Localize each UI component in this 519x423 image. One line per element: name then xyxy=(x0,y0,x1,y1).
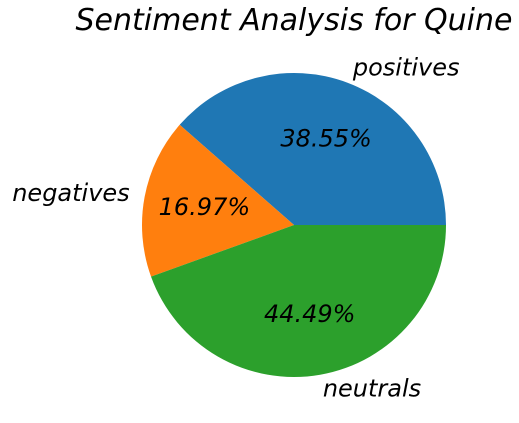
pie-label-positives: positives xyxy=(352,54,460,82)
pie-slice-positives xyxy=(179,72,447,225)
pie-pct-negatives: 16.97% xyxy=(159,193,251,221)
pie-pct-positives: 38.55% xyxy=(280,125,372,153)
pie-slice-neutrals xyxy=(151,225,446,378)
pie-label-neutrals: neutrals xyxy=(323,375,421,403)
pie-slices xyxy=(142,72,447,378)
pie-pct-neutrals: 44.49% xyxy=(264,300,356,328)
pie-label-negatives: negatives xyxy=(12,179,129,207)
chart-title: Sentiment Analysis for Quine xyxy=(76,3,513,38)
pie-slice-negatives xyxy=(142,124,294,277)
pie-labels: positives 38.55% negatives 16.97% neutrals 44… xyxy=(12,54,459,403)
